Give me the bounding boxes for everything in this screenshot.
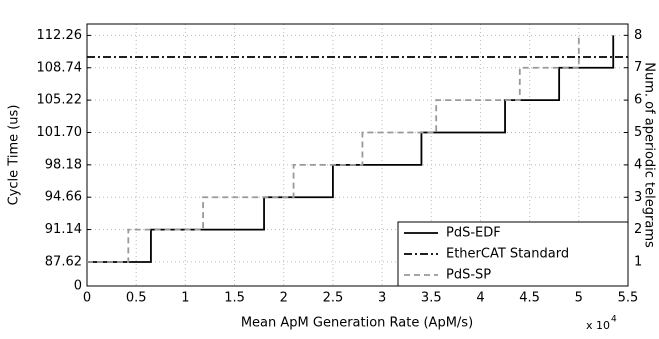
- x-tick-label: 1.5: [224, 291, 245, 306]
- x-offset-exp: 4: [611, 315, 617, 325]
- y-tick-label: 98.18: [45, 157, 82, 172]
- y2-tick-label: 7: [634, 60, 642, 75]
- x-tick-label: 1: [181, 291, 189, 306]
- y-tick-label: 112.26: [37, 28, 83, 43]
- y2-tick-label: 3: [634, 190, 642, 205]
- y-tick-label: 91.14: [45, 222, 82, 237]
- x-tick-label: 3.5: [421, 291, 442, 306]
- y2-tick-label: 1: [634, 255, 642, 270]
- x-tick-label: 2: [280, 291, 288, 306]
- x-tick-label: 0: [83, 291, 91, 306]
- y-tick-label: 87.62: [45, 254, 82, 269]
- y2-tick-label: 4: [634, 157, 642, 172]
- y-tick-label: 94.66: [45, 190, 82, 205]
- y-axis-label: Cycle Time (us): [7, 105, 22, 206]
- legend-label: EtherCAT Standard: [446, 247, 569, 262]
- x-axis-label: Mean ApM Generation Rate (ApM/s): [241, 316, 473, 331]
- y2-tick-label: 6: [634, 93, 642, 108]
- plot-frame: [86, 23, 629, 287]
- x-tick-label: 3: [378, 291, 386, 306]
- y-tick-label: 108.74: [37, 60, 83, 75]
- y2-axis-label: Num. of aperiodic telegrams: [642, 62, 657, 248]
- x-tick-label: 5: [575, 291, 583, 306]
- y-tick-label: 105.22: [37, 93, 83, 108]
- y2-tick-label: 8: [634, 28, 642, 43]
- y-tick-label: 101.70: [37, 125, 83, 140]
- y2-tick-label: 2: [634, 222, 642, 237]
- legend-label: PdS-SP: [446, 268, 491, 283]
- legend-label: PdS-EDF: [446, 226, 501, 241]
- x-offset: x 10: [586, 319, 610, 332]
- x-tick-label: 2.5: [323, 291, 344, 306]
- y-tick-label: 0: [74, 279, 82, 294]
- x-tick-label: 4.5: [519, 291, 540, 306]
- y2-tick-label: 5: [634, 125, 642, 140]
- x-tick-label: 0.5: [126, 291, 147, 306]
- series-line: [87, 35, 580, 263]
- x-tick-label: 5.5: [618, 291, 639, 306]
- x-tick-label: 4: [476, 291, 484, 306]
